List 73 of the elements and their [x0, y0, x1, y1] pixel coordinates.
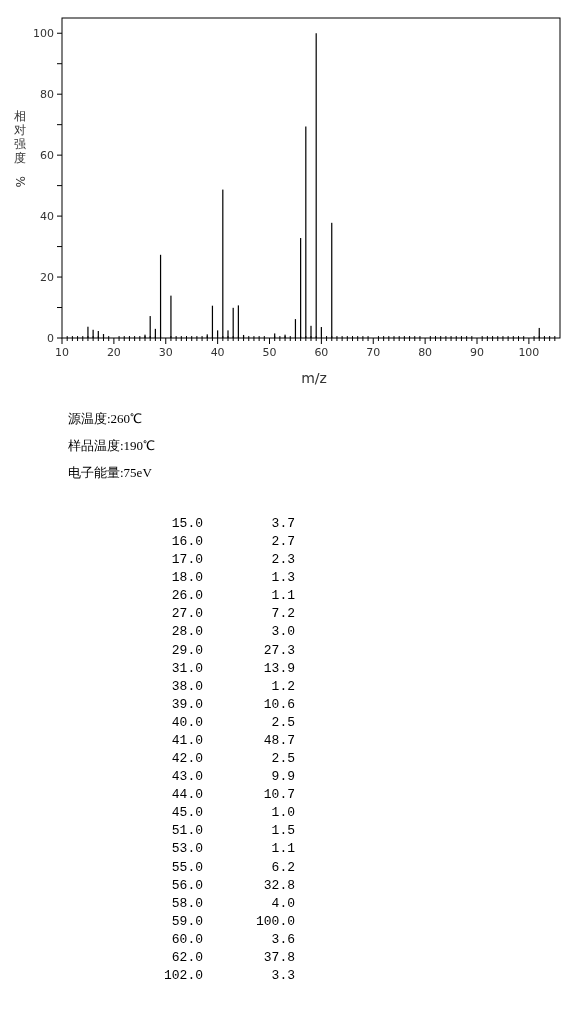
category-label: 53.0 [171, 841, 203, 857]
text: 32.8 [263, 877, 295, 893]
text: 6.2 [271, 859, 295, 875]
category-label: 58.0 [171, 895, 203, 911]
text: 1.3 [271, 570, 295, 586]
text: 48.7 [263, 732, 295, 748]
text: 1.1 [271, 841, 295, 857]
y-tick-label: 80 [40, 88, 54, 102]
category-label: 62.0 [171, 949, 203, 965]
text: 2.7 [271, 534, 295, 550]
text: 1.0 [271, 805, 295, 821]
text: 7.2 [271, 606, 295, 622]
text: 2.5 [271, 714, 295, 730]
text: 样品温度:190℃ [68, 438, 156, 453]
category-label: 45.0 [171, 805, 203, 821]
category-label: 39.0 [171, 696, 203, 712]
x-tick-label: 50 [262, 346, 277, 359]
text: 3.7 [271, 516, 295, 531]
category-label: 27.0 [171, 606, 203, 622]
text: 100.0 [255, 913, 295, 929]
text: 3.3 [271, 968, 295, 983]
text: 37.8 [263, 949, 295, 965]
y-tick-label: 60 [40, 149, 54, 163]
x-tick-label: 20 [106, 346, 121, 359]
y-tick-label: 0 [47, 332, 54, 345]
category-label: 44.0 [171, 787, 203, 803]
text: 3.6 [271, 931, 295, 947]
category-label: 18.0 [171, 570, 203, 586]
y-tick-label: 20 [40, 271, 54, 285]
y-tick-label: 100 [33, 27, 54, 41]
text: 10.6 [263, 696, 295, 712]
text: 27.3 [263, 642, 295, 658]
category-label: 31.0 [171, 660, 203, 676]
category-label: 51.0 [171, 823, 203, 839]
text: 1.1 [271, 588, 295, 604]
x-tick-label: 90 [470, 346, 484, 359]
text: 1.5 [271, 823, 295, 839]
x-tick-label: 10 [55, 346, 69, 359]
x-tick-label: 60 [314, 346, 329, 359]
category-label: 43.0 [171, 769, 203, 785]
text: 2.3 [271, 552, 295, 568]
x-tick-label: 70 [366, 346, 381, 359]
text: 10.7 [263, 787, 295, 803]
category-label: 60.0 [171, 931, 203, 947]
category-label: 41.0 [171, 732, 203, 748]
category-label: 28.0 [171, 624, 203, 640]
category-label: 16.0 [171, 534, 203, 550]
category-label: 42.0 [171, 751, 203, 767]
x-tick-label: 40 [210, 346, 225, 359]
x-tick-label: 100 [518, 346, 540, 359]
x-tick-label: 80 [418, 346, 433, 359]
text: 9.9 [271, 769, 295, 785]
y-axis-title: 相对强度% [13, 109, 27, 188]
category-label: 29.0 [171, 642, 203, 658]
text: 源温度:260℃ [68, 411, 143, 426]
text: 2.5 [271, 751, 295, 767]
category-label: 40.0 [171, 714, 203, 730]
text: 1.2 [271, 678, 295, 694]
text: 13.9 [263, 660, 295, 676]
text: 电子能量:75eV [68, 465, 153, 480]
x-axis-title: m/z [301, 370, 327, 386]
category-label: 38.0 [171, 678, 203, 694]
category-label: 102.0 [163, 968, 203, 983]
category-label: 55.0 [171, 859, 203, 875]
category-label: 26.0 [171, 588, 203, 604]
text: 4.0 [271, 895, 295, 911]
x-tick-label: 30 [158, 346, 173, 359]
category-label: 15.0 [171, 516, 203, 531]
category-label: 59.0 [171, 913, 203, 929]
text: 3.0 [271, 624, 295, 640]
category-label: 56.0 [171, 877, 203, 893]
y-tick-label: 40 [40, 210, 54, 224]
category-label: 17.0 [171, 552, 203, 568]
